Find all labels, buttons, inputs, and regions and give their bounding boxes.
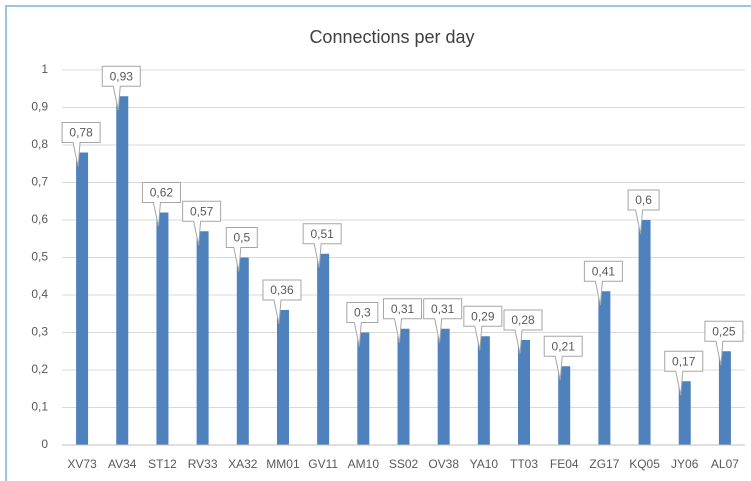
callout-box	[225, 227, 258, 272]
bar	[156, 212, 169, 445]
callout-box	[141, 182, 181, 227]
data-label: 0,31	[391, 302, 415, 316]
y-tick-label: 0,2	[31, 362, 48, 376]
x-tick-label: XA32	[228, 457, 258, 471]
data-label: 0,93	[110, 69, 134, 83]
bar	[236, 257, 249, 445]
x-tick-label: RV33	[188, 457, 218, 471]
callout-box	[664, 350, 704, 396]
data-label: 0,36	[270, 283, 294, 297]
x-tick-label: ST12	[148, 457, 177, 471]
x-tick-label: FE04	[550, 457, 579, 471]
data-label: 0,62	[150, 186, 174, 200]
bar	[437, 328, 450, 445]
x-tick-label: OV38	[428, 457, 459, 471]
y-tick-label: 0,6	[31, 212, 48, 226]
y-tick-label: 0,3	[31, 325, 48, 339]
bar	[357, 332, 370, 445]
chart-frame	[5, 5, 751, 481]
callout-box	[101, 65, 141, 111]
data-label: 0,78	[69, 126, 93, 140]
callout-box	[463, 305, 503, 351]
data-label: 0,41	[592, 264, 616, 278]
y-tick-label: 0,5	[31, 250, 48, 264]
y-tick-label: 0	[41, 437, 48, 451]
y-tick-label: 0,9	[31, 100, 48, 114]
data-label: 0,21	[552, 339, 576, 353]
data-label: 0,25	[712, 324, 736, 338]
callout-box	[346, 302, 379, 347]
bar	[518, 340, 531, 445]
data-label: 0,28	[511, 313, 535, 327]
bar	[116, 96, 129, 445]
data-label: 0,29	[471, 309, 495, 323]
callout-box	[182, 200, 222, 246]
callout-box	[704, 320, 744, 366]
data-label: 0,3	[354, 306, 371, 320]
y-tick-label: 0,8	[31, 137, 48, 151]
x-tick-label: AV34	[108, 457, 137, 471]
bar	[558, 366, 571, 445]
y-tick-label: 0,1	[31, 400, 48, 414]
bar	[598, 291, 611, 445]
callout-box	[262, 279, 302, 325]
callout-box	[583, 260, 623, 306]
y-tick-label: 0,4	[31, 287, 48, 301]
data-label: 0,31	[431, 302, 455, 316]
callout-box	[423, 298, 463, 343]
x-tick-label: AL07	[711, 457, 739, 471]
y-tick-label: 1	[41, 62, 48, 76]
callout-box	[503, 309, 543, 355]
callout-box	[543, 335, 583, 381]
y-tick-label: 0,7	[31, 175, 48, 189]
bar	[638, 220, 651, 445]
callout-box	[383, 298, 422, 343]
x-tick-label: MM01	[266, 457, 300, 471]
x-tick-label: TT03	[510, 457, 538, 471]
bar	[477, 336, 490, 445]
data-label: 0,51	[310, 227, 334, 241]
x-tick-label: JY06	[671, 457, 699, 471]
data-label: 0,57	[190, 204, 214, 218]
chart-title: Connections per day	[309, 27, 474, 47]
bar	[76, 152, 89, 445]
bar	[196, 231, 209, 445]
bar	[276, 310, 289, 445]
callout-box	[302, 223, 342, 268]
data-label: 0,5	[233, 231, 250, 245]
x-tick-label: KQ05	[629, 457, 660, 471]
bar	[678, 381, 691, 445]
bar	[317, 253, 330, 445]
x-tick-label: ZG17	[589, 457, 619, 471]
x-tick-label: SS02	[389, 457, 419, 471]
x-tick-label: XV73	[67, 457, 97, 471]
x-tick-label: GV11	[308, 457, 338, 471]
bar	[397, 328, 410, 445]
callout-box	[61, 122, 101, 167]
x-tick-label: AM10	[348, 457, 380, 471]
bar	[718, 351, 731, 445]
data-label: 0,17	[672, 354, 696, 368]
callout-box	[627, 189, 660, 235]
data-label: 0,6	[635, 193, 652, 207]
x-tick-label: YA10	[470, 457, 499, 471]
